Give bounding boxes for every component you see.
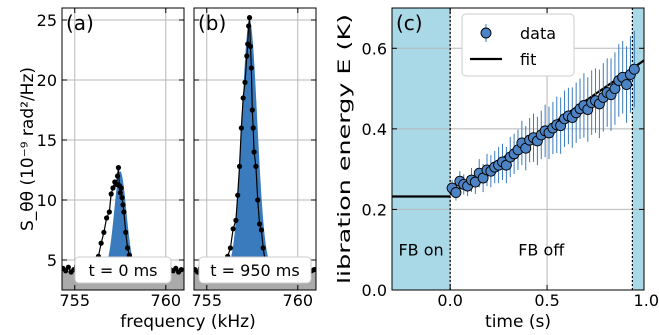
y-tick-label: 0.2	[362, 200, 387, 219]
data-point	[246, 15, 253, 21]
data-point	[65, 264, 71, 270]
x-tick-label: 0.0	[437, 291, 462, 310]
data-point	[118, 185, 124, 191]
fit-peak-fill	[62, 171, 184, 271]
data-point	[98, 240, 104, 246]
x-axis-label: frequency (kHz)	[120, 312, 256, 332]
plot-area	[392, 8, 644, 290]
data-point	[63, 268, 69, 274]
annotation-box	[198, 256, 312, 284]
annotation-text: t = 950 ms	[210, 261, 299, 280]
data-point	[258, 227, 264, 233]
data-point	[108, 191, 114, 197]
annotation-text: t = 0 ms	[88, 261, 157, 280]
data-point	[173, 265, 179, 271]
data-point	[242, 79, 248, 85]
panel-c: 0.0 0.5 1.0 0.0 0.2 0.4 0.6 time (s) libration e…	[335, 7, 659, 332]
data-point	[251, 149, 257, 155]
data-point	[260, 245, 266, 251]
data-point	[247, 43, 254, 50]
data-point	[227, 245, 234, 251]
fit-peak-fill	[194, 20, 316, 271]
annotation-box	[74, 256, 172, 284]
data-point	[178, 267, 184, 273]
data-point	[256, 221, 263, 227]
data-point	[230, 226, 236, 232]
legend-marker-data	[480, 27, 492, 39]
x-tick-label: 1.0	[634, 291, 659, 310]
data-point	[250, 125, 256, 131]
x-tick-label: 0.5	[534, 291, 559, 310]
data-point	[121, 209, 127, 215]
x-axis-label: time (s)	[485, 312, 551, 332]
data-point	[311, 267, 316, 273]
y-axis-label: S_θθ (10⁻⁹ rad²/Hz)	[18, 67, 38, 231]
legend-label-fit: fit	[520, 50, 536, 69]
data-point	[253, 163, 259, 169]
axes-frame	[193, 7, 317, 291]
y-tick-label: 0.4	[362, 120, 387, 139]
panel-b: 755 760 (b) t = 950 ms	[191, 7, 317, 310]
data-point	[450, 187, 462, 198]
data-point	[238, 125, 244, 131]
region-label-fb-off: FB off	[518, 241, 565, 260]
data-point	[621, 79, 633, 90]
y-tick-label: 0.0	[362, 281, 387, 300]
x-tick-label: 755	[59, 291, 90, 310]
data-point	[106, 209, 112, 215]
legend-label-data: data	[520, 24, 556, 43]
panel-label: (c)	[396, 11, 423, 35]
data-point	[101, 229, 107, 235]
data-point	[249, 107, 255, 113]
panel-a: 755 760 5 10 15 20 25 (a) t = 0 ms frequency (kHz…	[18, 7, 256, 332]
data-point	[240, 95, 246, 101]
data-point	[233, 217, 239, 223]
data-point	[117, 190, 123, 196]
x-tick-label: 760	[283, 291, 314, 310]
data-point	[115, 165, 122, 171]
data-point	[123, 229, 129, 235]
axes-frame	[391, 7, 645, 291]
x-tick-label: 760	[151, 291, 182, 310]
data-point	[248, 65, 254, 71]
data-point	[120, 202, 126, 208]
fb-region	[632, 8, 644, 290]
data-point	[235, 192, 241, 198]
y-tick-label: 15	[37, 131, 57, 150]
y-tick-label: 20	[37, 71, 57, 90]
data-point	[246, 23, 252, 29]
data-point	[236, 163, 243, 169]
y-tick-label: 0.6	[362, 39, 387, 58]
y-tick-label: 10	[37, 191, 57, 210]
y-tick-label: 5	[47, 251, 57, 270]
x-tick-label: 755	[191, 291, 222, 310]
panel-label: (a)	[66, 11, 94, 35]
data-point	[104, 215, 110, 221]
y-tick-label: 25	[37, 11, 57, 30]
fb-region	[392, 8, 451, 290]
data-point	[110, 185, 116, 191]
legend-box	[461, 13, 575, 77]
data-point	[255, 197, 261, 203]
data-point	[244, 53, 250, 59]
legend: data fit	[461, 13, 575, 77]
axes-frame	[61, 7, 185, 291]
panel-label: (b)	[198, 11, 226, 35]
region-label-fb-on: FB on	[398, 241, 443, 260]
data-point	[119, 195, 125, 201]
data-point	[114, 173, 121, 179]
data-point	[628, 63, 640, 75]
data-point	[124, 245, 131, 251]
y-axis-label: libration energy E (K)	[335, 14, 355, 284]
